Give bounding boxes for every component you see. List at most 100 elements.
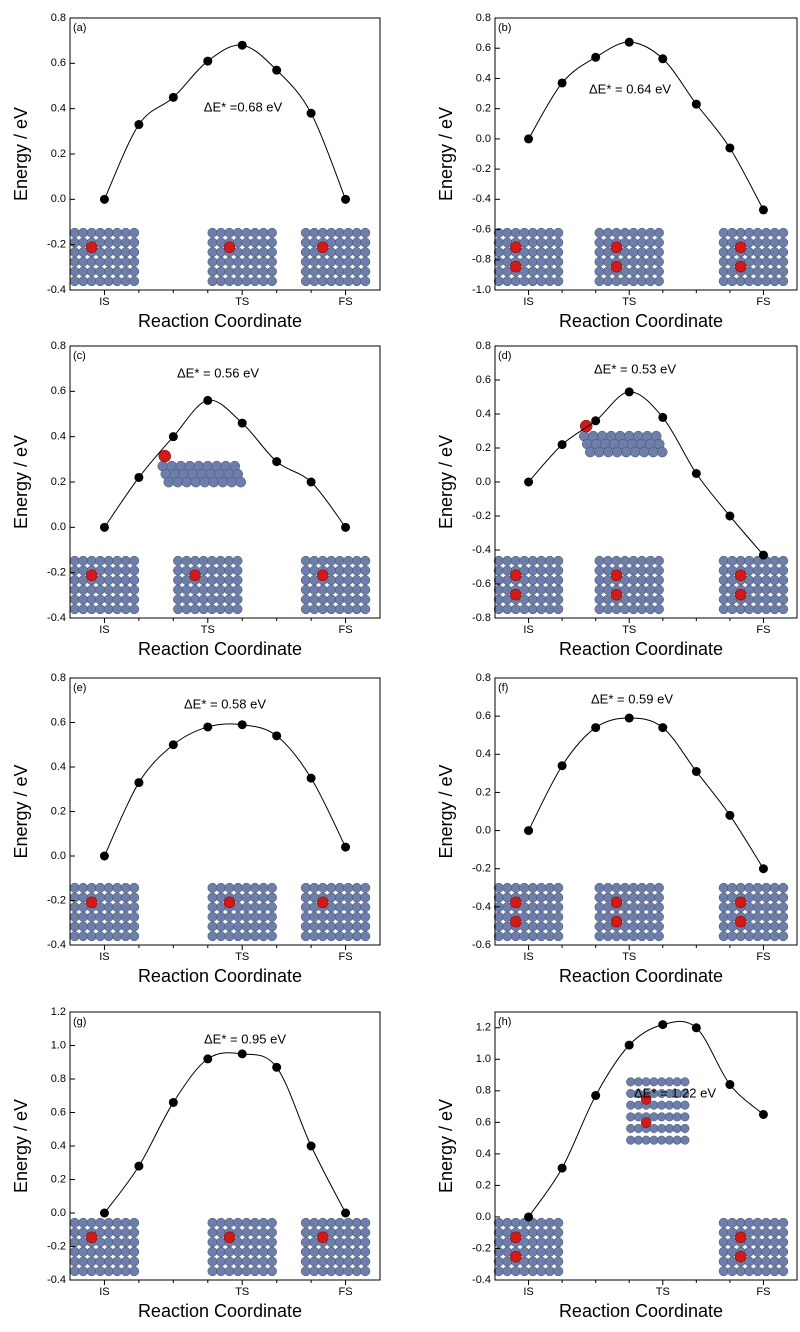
inset-atom	[594, 276, 605, 287]
data-point	[272, 1062, 282, 1072]
x-tick-label: IS	[99, 951, 109, 963]
inset-atom	[267, 227, 277, 238]
inset-atom	[241, 266, 252, 277]
inset-atom	[95, 227, 106, 238]
inset-atom	[718, 1246, 729, 1257]
inset-atom	[207, 565, 217, 576]
inset-atom	[69, 1237, 80, 1248]
inset-atom	[208, 476, 220, 488]
inset-atom	[129, 565, 140, 576]
inset-atom	[334, 1227, 345, 1238]
inset-atom	[718, 1217, 729, 1228]
inset-atom	[594, 921, 605, 932]
inset-atom	[611, 227, 622, 238]
inset-atom	[603, 276, 613, 287]
inset-atom	[718, 1266, 729, 1277]
inset-atom	[250, 921, 260, 932]
inset-atom	[657, 1100, 667, 1110]
inset-atom	[536, 604, 547, 615]
y-tick-label: 1.0	[476, 1053, 491, 1065]
data-point	[624, 713, 634, 723]
inset-atom	[761, 575, 772, 586]
inset-atom	[224, 911, 235, 922]
inset-atom	[637, 931, 647, 942]
inset-atom	[536, 565, 547, 576]
inset-atom	[112, 882, 123, 893]
inset-atom	[351, 555, 362, 566]
inset-atom	[129, 921, 140, 932]
inset-atom	[207, 1237, 218, 1248]
inset-atom	[216, 1246, 226, 1257]
y-tick-label: 0.8	[51, 340, 66, 352]
inset-atom	[735, 1217, 746, 1228]
inset-adatom	[610, 241, 623, 254]
inset-atom	[778, 584, 789, 595]
inset-atom	[267, 256, 277, 267]
inset-atom	[654, 921, 664, 932]
inset-atom	[544, 1266, 555, 1277]
inset-atom	[309, 584, 320, 595]
inset-atom	[343, 256, 354, 267]
inset-atom	[103, 227, 114, 238]
inset-atom	[360, 1246, 371, 1257]
inset-atom	[769, 604, 780, 615]
inset-atom	[493, 1256, 504, 1267]
inset-adatom	[640, 1094, 652, 1105]
x-axis-title: Reaction Coordinate	[559, 311, 723, 331]
inset-atom	[250, 266, 260, 277]
inset-atom	[78, 266, 89, 277]
inset-atom	[553, 1246, 564, 1257]
x-tick-label: IS	[99, 1286, 109, 1298]
x-axis-title: Reaction Coordinate	[138, 311, 302, 331]
inset-atom	[645, 882, 656, 893]
inset-atom	[129, 1227, 140, 1238]
inset-atom	[120, 565, 131, 576]
inset-atom	[103, 266, 114, 277]
inset-atom	[778, 1246, 789, 1257]
inset-atom	[664, 1135, 674, 1145]
inset-atom	[637, 276, 647, 287]
inset-atom	[493, 565, 504, 576]
inset-atom	[769, 902, 780, 913]
inset-atom	[680, 1123, 690, 1134]
inset-atom	[603, 227, 613, 238]
inset-atom	[553, 247, 564, 258]
inset-atom	[215, 604, 226, 615]
inset-atom	[112, 931, 123, 942]
inset-atom	[199, 476, 211, 488]
inset-atom	[241, 227, 252, 238]
inset-atom	[300, 1227, 311, 1238]
inset-atom	[258, 921, 269, 932]
inset-atom	[343, 266, 354, 277]
inset-atom	[343, 1217, 354, 1228]
inset-atom	[258, 1256, 269, 1267]
y-tick-label: 0.6	[51, 716, 66, 728]
inset-atom	[334, 227, 345, 238]
y-tick-label: 1.2	[476, 1022, 491, 1034]
inset-atom	[190, 555, 200, 566]
y-tick-label: -0.4	[47, 612, 66, 624]
inset-atom	[654, 604, 664, 615]
inset-atom	[300, 1246, 311, 1257]
inset-atom	[86, 1256, 97, 1267]
inset-atom	[727, 555, 738, 566]
inset-atom	[544, 1246, 555, 1257]
inset-atom	[351, 1256, 362, 1267]
y-axis-title: Energy / eV	[436, 764, 456, 858]
inset-atom	[351, 921, 362, 932]
inset-atom	[645, 247, 656, 258]
y-tick-label: 0.6	[51, 57, 66, 69]
inset-adatom	[510, 241, 522, 254]
inset-atom	[626, 1123, 636, 1134]
inset-atom	[649, 1135, 659, 1145]
inset-atom	[224, 256, 235, 267]
inset-atom	[493, 1266, 504, 1277]
inset-atom	[86, 1217, 97, 1228]
inset-atom	[761, 276, 772, 287]
inset-atom	[173, 555, 183, 566]
inset-atom	[544, 1256, 555, 1267]
inset-atom	[103, 1246, 114, 1257]
inset-atom	[544, 921, 555, 932]
inset-atom	[173, 575, 183, 586]
y-tick-label: 0.8	[51, 12, 66, 24]
